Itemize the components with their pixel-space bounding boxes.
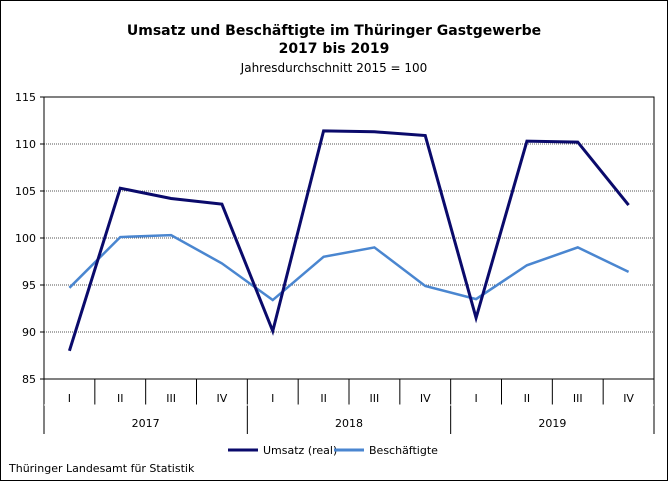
y-tick-label: 90 <box>22 326 36 339</box>
y-tick-label: 115 <box>15 91 36 104</box>
x-tick-label: III <box>166 392 176 405</box>
x-tick-label: IV <box>217 392 228 405</box>
series-line-umsatz <box>67 129 630 352</box>
x-tick-label: III <box>573 392 583 405</box>
chart-title: Umsatz und Beschäftigte im Thüringer Gas… <box>126 23 542 39</box>
y-tick-label: 105 <box>15 185 36 198</box>
y-tick-label: 110 <box>15 138 36 151</box>
x-tick-label: I <box>271 392 274 405</box>
y-tick-label: 85 <box>22 373 36 386</box>
x-group-label: 2018 <box>335 417 363 430</box>
legend-label: Beschäftigte <box>369 444 438 457</box>
x-tick-label: IV <box>420 392 431 405</box>
x-group-label: 2019 <box>538 417 566 430</box>
x-tick-label: II <box>320 392 327 405</box>
x-tick-label: II <box>117 392 124 405</box>
y-tick-label: 95 <box>22 279 36 292</box>
x-tick-label: IV <box>623 392 634 405</box>
legend-label: Umsatz (real) <box>263 444 337 457</box>
x-group-label: 2017 <box>132 417 160 430</box>
chart-title-years: 2017 bis 2019 <box>278 41 390 57</box>
x-tick-label: II <box>524 392 531 405</box>
series-line-beschaeftigte <box>68 233 630 302</box>
x-tick-label: I <box>68 392 71 405</box>
footer-source: Thüringer Landesamt für Statistik <box>9 462 195 475</box>
x-tick-label: I <box>474 392 477 405</box>
y-tick-label: 100 <box>15 232 36 245</box>
x-tick-label: III <box>370 392 380 405</box>
chart-subtitle: Jahresdurchschnitt 2015 = 100 <box>240 61 428 75</box>
